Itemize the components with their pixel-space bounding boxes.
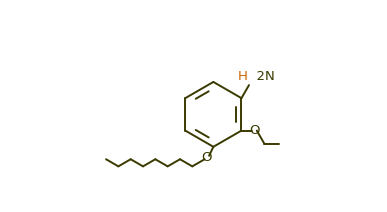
Text: O: O	[202, 151, 212, 164]
Text: O: O	[249, 124, 260, 137]
Text: H: H	[238, 70, 248, 84]
Text: 2N: 2N	[248, 70, 275, 84]
